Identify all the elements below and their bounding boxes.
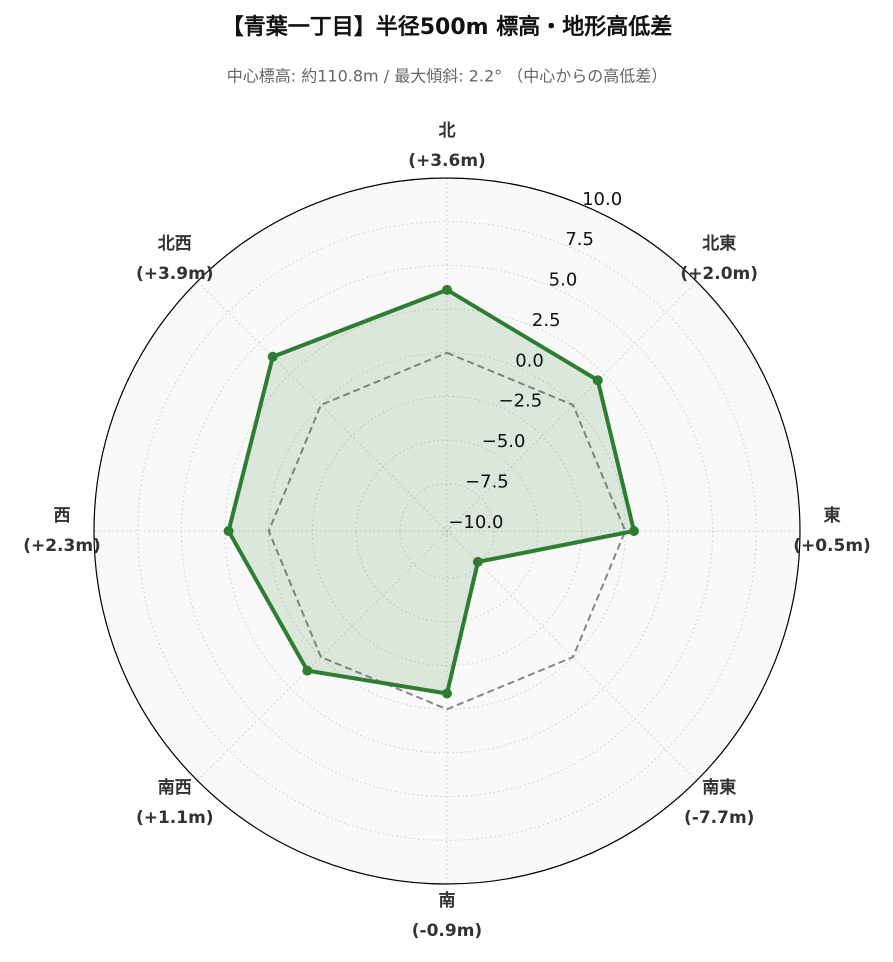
value-label: (-7.7m) xyxy=(684,808,754,828)
value-label: (+2.0m) xyxy=(680,264,758,284)
r-tick-label: 10.0 xyxy=(582,189,622,210)
data-point xyxy=(472,556,483,567)
category-label: 南 xyxy=(439,890,456,911)
r-tick-label: −5.0 xyxy=(482,431,526,452)
data-point xyxy=(267,351,278,362)
data-point xyxy=(223,526,234,536)
grid-circle xyxy=(311,395,583,667)
baseline-line xyxy=(267,351,627,711)
angular-grid-line xyxy=(197,530,448,781)
r-tick-label: 0.0 xyxy=(515,350,544,371)
value-label: (+3.6m) xyxy=(408,151,486,171)
category-label: 東 xyxy=(824,505,841,526)
category-label: 北東 xyxy=(702,233,736,254)
r-tick-label: 2.5 xyxy=(532,310,561,331)
category-label: 西 xyxy=(54,506,71,526)
r-tick-label: −10.0 xyxy=(448,512,503,533)
grid-circle xyxy=(137,221,757,841)
grid-circle xyxy=(443,527,451,535)
angular-grid-line xyxy=(197,281,448,532)
value-label: (+1.1m) xyxy=(136,808,214,828)
grid-circle xyxy=(399,483,495,579)
outer-circle xyxy=(93,177,801,885)
data-point xyxy=(442,284,452,295)
data-point xyxy=(628,526,639,536)
chart-subtitle: 中心標高: 約110.8m / 最大傾斜: 2.2° （中心からの高低差） xyxy=(227,67,667,86)
data-point xyxy=(442,688,452,699)
r-tick-label: −2.5 xyxy=(498,391,542,412)
data-point xyxy=(592,375,603,386)
data-point xyxy=(302,665,313,676)
angular-grid-line xyxy=(446,530,697,781)
value-label: (-0.9m) xyxy=(412,921,482,941)
r-tick-label: −7.5 xyxy=(465,471,509,492)
value-label: (+0.5m) xyxy=(793,536,871,556)
r-tick-label: 5.0 xyxy=(549,270,578,291)
chart-title: 【青葉一丁目】半径500m 標高・地形高低差 xyxy=(222,14,673,40)
category-label: 北西 xyxy=(158,234,192,254)
category-label: 南東 xyxy=(702,777,736,798)
value-label: (+3.9m) xyxy=(136,264,214,284)
value-label: (+2.3m) xyxy=(23,536,101,556)
category-label: 北 xyxy=(439,121,456,141)
angular-grid-line xyxy=(446,281,697,532)
r-tick-label: 7.5 xyxy=(565,229,594,250)
category-label: 南西 xyxy=(158,777,192,798)
